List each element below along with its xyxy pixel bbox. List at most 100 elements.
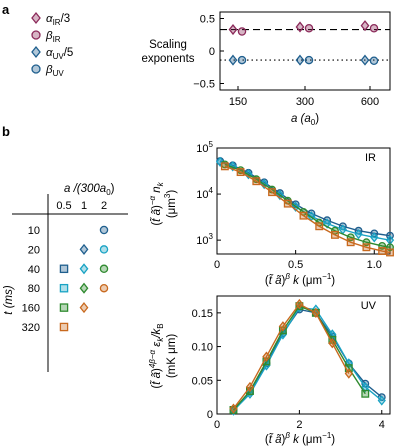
ir-y-axis-label: (t̃ ã)−α nk (μm3)	[148, 181, 178, 225]
ir-point-3-10	[378, 247, 387, 255]
table-row-header: t (ms)	[3, 285, 15, 315]
ir-point-3-9	[362, 243, 371, 252]
ir-point-3-3	[268, 188, 276, 197]
table-col-1: 1	[81, 200, 87, 212]
ir-xtick-label-0: 0	[214, 259, 220, 271]
table-marker-0-2	[99, 225, 109, 235]
a-xtick-label-2: 600	[361, 96, 379, 108]
table-marker-4-0	[59, 303, 69, 312]
ir-tag: IR	[365, 152, 376, 164]
uv-point-1-8	[361, 381, 370, 393]
ir-plot-frame	[216, 147, 391, 255]
y-axis-label-line1: Scaling	[149, 39, 187, 51]
a-point-1-0	[237, 27, 247, 36]
uv-plot-frame	[216, 295, 391, 415]
table-row-4: 160	[22, 303, 40, 315]
uv-series-line-1	[232, 306, 383, 412]
uv-point-3-2	[262, 351, 271, 362]
a-point-3-1	[304, 55, 314, 65]
table-row-1: 20	[28, 244, 40, 256]
table-marker-2-2	[99, 264, 109, 274]
a-point-2-0	[228, 54, 238, 66]
legend-marker-0	[31, 11, 41, 25]
ir-ytick-label-1: 104	[196, 186, 213, 201]
panel-label-a: a	[2, 2, 10, 17]
uv-point-3-4	[295, 298, 304, 310]
table-marker-5-0	[59, 322, 69, 332]
table-row-5: 320	[22, 322, 40, 334]
a-point-0-0	[228, 24, 238, 36]
uv-series-line-3	[232, 303, 350, 410]
ir-ytick-label-2: 103	[196, 232, 213, 247]
a-ytick-label-2: −0.5	[193, 79, 215, 91]
ir-x-axis-label: (t̃ ã)β k (μm−1)	[265, 272, 335, 287]
uv-point-3-7	[344, 368, 353, 379]
a-point-0-1	[295, 21, 305, 33]
legend-marker-1	[31, 30, 41, 40]
uv-spectrum-chart: UV (t̃ ã)β k (μm−1) (t̃ ã)4β−α εk/kB (mK…	[148, 295, 391, 446]
uv-y-axis-label: (t̃ ã)4β−α εk/kB (mK μm)	[148, 323, 178, 388]
a-point-1-1	[304, 23, 314, 33]
a-point-2-2	[360, 54, 370, 66]
uv-tag: UV	[361, 300, 377, 312]
ir-point-3-6	[315, 222, 324, 231]
uv-ytick-label-0: 0	[207, 409, 213, 421]
ir-spectrum-chart: IR (t̃ ã)β k (μm−1) (t̃ ã)−α nk (μm3) 0 0…	[148, 140, 395, 287]
uv-ytick-label-2: 0.10	[192, 342, 213, 354]
uv-point-3-6	[328, 338, 337, 349]
ir-series-line-3	[224, 165, 391, 254]
legend-marker-3	[31, 64, 41, 74]
legend-label-3: βUV	[45, 64, 64, 78]
uv-xtick-label-1: 2	[296, 419, 302, 431]
ir-ytick-label-0: 105	[196, 140, 213, 155]
table-marker-1-2	[99, 245, 109, 254]
table-col-0: 0.5	[56, 200, 71, 212]
ir-point-3-8	[346, 238, 355, 247]
uv-xtick-label-0: 0	[214, 419, 220, 431]
a-ytick-label-0: 0.5	[200, 14, 215, 26]
uv-point-1-9	[377, 395, 386, 406]
ir-point-3-7	[331, 230, 339, 239]
svg-text:(μm3): (μm3)	[163, 190, 178, 219]
a-point-3-2	[369, 56, 379, 66]
legend-label-2: αUV/5	[46, 47, 73, 61]
ir-point-2-7	[331, 226, 339, 235]
ir-xtick-label-2: 1.0	[367, 259, 382, 271]
ir-point-3-4	[283, 199, 292, 208]
panel-label-b: b	[2, 124, 10, 139]
table-marker-2-1	[79, 263, 89, 275]
table-marker-2-0	[59, 264, 69, 274]
table-marker-3-2	[99, 283, 109, 293]
table-marker-3-1	[79, 282, 89, 294]
parameter-table: a /(300a0) t (ms) 0.5 1 2 10 20 40 80 160 320	[3, 183, 128, 372]
ir-point-3-11	[386, 248, 394, 257]
y-axis-label-line2: exponents	[141, 53, 194, 65]
legend-label-0: αIR/3	[46, 13, 70, 27]
table-row-2: 40	[28, 264, 40, 276]
uv-point-3-3	[278, 321, 288, 332]
uv-xtick-label-2: 4	[379, 419, 385, 431]
table-marker-1-1	[79, 243, 89, 255]
legend: αIR/3 βIR αUV/5 βUV	[31, 11, 73, 78]
ir-point-1-9	[354, 228, 363, 240]
table-row-3: 80	[28, 283, 40, 295]
table-title: a /(300a0)	[64, 183, 115, 197]
scaling-exponents-chart: Scaling exponents a (a0) 0.5 0 −0.5 150 300 6…	[141, 11, 391, 127]
svg-text:(mK μm): (mK μm)	[166, 334, 178, 378]
ir-point-1-10	[370, 232, 379, 243]
ir-point-3-0	[220, 162, 229, 171]
svg-text:(t̃ ã)4β−α εk/kB: (t̃ ã)4β−α εk/kB	[148, 323, 165, 388]
ir-point-3-1	[236, 168, 245, 177]
ir-xtick-label-1: 0.5	[288, 259, 303, 271]
svg-text:(t̃ ã)−α nk: (t̃ ã)−α nk	[148, 181, 165, 225]
uv-series-line-2	[232, 305, 366, 411]
uv-point-2-8	[361, 389, 370, 398]
a-point-1-2	[369, 23, 379, 33]
ir-point-3-2	[252, 177, 261, 186]
a-xtick-label-0: 150	[229, 96, 247, 108]
uv-point-3-5	[311, 307, 320, 319]
a-point-2-1	[295, 54, 305, 66]
legend-label-1: βIR	[45, 30, 61, 44]
table-row-0: 10	[28, 225, 40, 237]
